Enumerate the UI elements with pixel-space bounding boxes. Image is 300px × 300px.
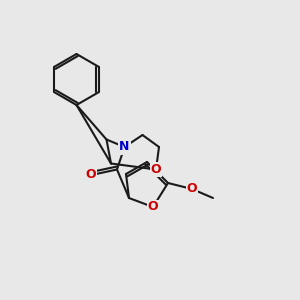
Text: O: O xyxy=(187,182,197,196)
Text: O: O xyxy=(148,200,158,214)
Text: N: N xyxy=(119,140,130,154)
Text: O: O xyxy=(85,167,96,181)
Text: O: O xyxy=(151,163,161,176)
